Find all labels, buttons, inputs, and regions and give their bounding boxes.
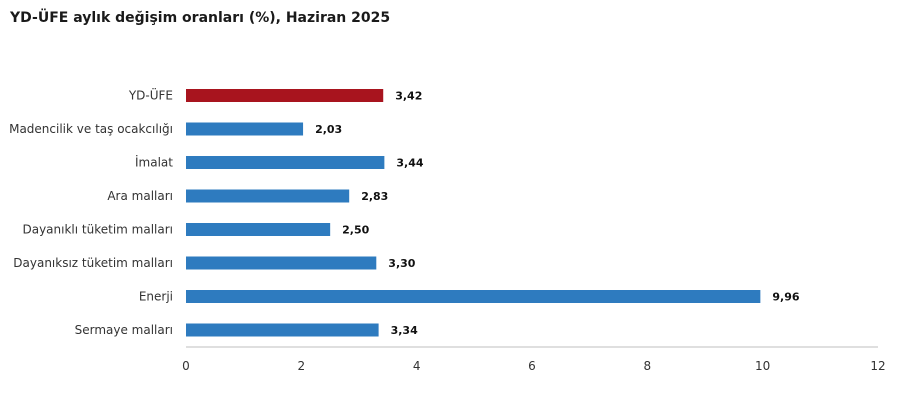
x-tick-label-10: 10 — [755, 359, 770, 373]
bar-madencilik-ve-tas-ocakciligi — [186, 122, 304, 136]
value-label-madencilik-ve-tas-ocakciligi: 2,03 — [315, 123, 342, 136]
value-label-sermaye-mallari: 3,34 — [391, 324, 418, 337]
category-label-enerji: Enerji — [139, 290, 173, 304]
bar-sermaye-mallari — [186, 323, 379, 337]
bar-imalat — [186, 156, 385, 169]
category-label-dayanikli-tuketim-mallari: Dayanıklı tüketim malları — [22, 223, 173, 237]
x-tick-label-6: 6 — [528, 359, 536, 373]
bar-yd-ufe — [186, 89, 384, 102]
bar-enerji — [186, 290, 761, 303]
value-label-dayanikli-tuketim-mallari: 2,50 — [342, 224, 369, 237]
x-tick-label-12: 12 — [870, 359, 885, 373]
category-label-dayaniksiz-tuketim-mallari: Dayanıksız tüketim malları — [13, 256, 173, 270]
category-label-madencilik-ve-tas-ocakciligi: Madencilik ve taş ocakcılığı — [9, 122, 173, 136]
bar-dayanikli-tuketim-mallari — [186, 223, 331, 236]
value-label-ara-mallari: 2,83 — [361, 190, 388, 203]
bar-dayaniksiz-tuketim-mallari — [186, 256, 377, 270]
value-label-enerji: 9,96 — [772, 291, 799, 304]
bar-ara-mallari — [186, 189, 350, 203]
value-label-yd-ufe: 3,42 — [395, 90, 422, 103]
x-tick-label-4: 4 — [413, 359, 421, 373]
category-label-ara-mallari: Ara malları — [107, 189, 173, 203]
x-tick-label-0: 0 — [182, 359, 190, 373]
x-tick-label-2: 2 — [298, 359, 306, 373]
category-label-sermaye-mallari: Sermaye malları — [75, 323, 173, 337]
chart-title: YD-ÜFE aylık değişim oranları (%), Hazir… — [10, 10, 391, 26]
value-label-dayaniksiz-tuketim-mallari: 3,30 — [388, 257, 415, 270]
category-label-imalat: İmalat — [135, 155, 173, 170]
category-label-yd-ufe: YD-ÜFE — [128, 87, 173, 103]
x-tick-label-8: 8 — [644, 359, 652, 373]
value-label-imalat: 3,44 — [396, 157, 423, 170]
